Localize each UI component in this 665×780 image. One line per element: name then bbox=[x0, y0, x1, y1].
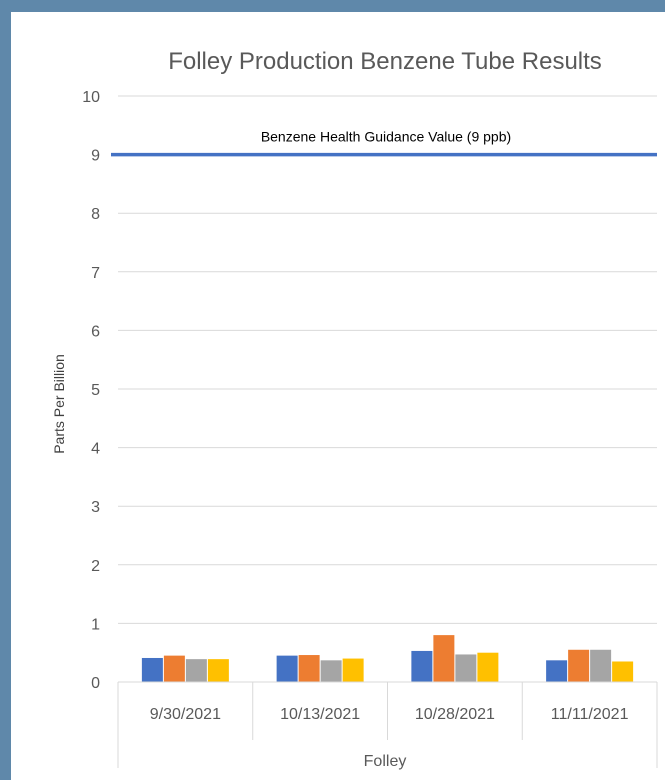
bar bbox=[590, 649, 612, 682]
y-tick-label: 3 bbox=[91, 499, 100, 516]
x-group-label: Folley bbox=[364, 753, 407, 770]
y-tick-label: 9 bbox=[91, 148, 100, 165]
y-tick-label: 1 bbox=[91, 616, 100, 633]
bar bbox=[342, 658, 364, 682]
bar bbox=[320, 660, 342, 682]
y-tick-label: 4 bbox=[91, 441, 100, 458]
chart-title: Folley Production Benzene Tube Results bbox=[168, 48, 602, 75]
bar bbox=[411, 650, 433, 682]
bar bbox=[455, 654, 477, 682]
chart-svg: Folley Production Benzene Tube Results 0… bbox=[51, 48, 658, 770]
y-tick-label: 6 bbox=[91, 323, 100, 340]
bar bbox=[163, 655, 185, 682]
guidance-line-group: Benzene Health Guidance Value (9 ppb) bbox=[111, 129, 657, 157]
x-tick-label: 10/28/2021 bbox=[415, 706, 495, 723]
y-tick-label: 2 bbox=[91, 558, 100, 575]
y-tick-label: 7 bbox=[91, 265, 100, 282]
bars bbox=[141, 635, 634, 682]
bar bbox=[207, 659, 229, 682]
x-tick-label: 9/30/2021 bbox=[150, 706, 221, 723]
bar bbox=[612, 661, 634, 682]
y-axis-ticks: 0 1 2 3 4 5 6 7 8 9 10 bbox=[82, 89, 100, 692]
x-tick-label: 11/11/2021 bbox=[551, 706, 629, 723]
bar bbox=[298, 655, 320, 682]
bar bbox=[276, 655, 298, 682]
x-tick-label: 10/13/2021 bbox=[280, 706, 360, 723]
bar bbox=[141, 657, 163, 682]
guidance-line-label: Benzene Health Guidance Value (9 ppb) bbox=[261, 129, 511, 145]
bar bbox=[477, 652, 499, 682]
bar bbox=[185, 659, 207, 682]
y-tick-label: 5 bbox=[91, 382, 100, 399]
y-axis-label: Parts Per Billion bbox=[51, 354, 67, 454]
y-tick-label: 0 bbox=[91, 675, 100, 692]
chart-panel: Folley Production Benzene Tube Results 0… bbox=[11, 12, 665, 780]
y-tick-label: 8 bbox=[91, 206, 100, 223]
y-tick-label: 10 bbox=[82, 89, 100, 106]
bar bbox=[433, 635, 455, 682]
gridlines bbox=[118, 95, 657, 624]
bar bbox=[546, 660, 568, 682]
bar bbox=[568, 649, 590, 682]
x-axis: 9/30/2021 10/13/2021 10/28/2021 11/11/2021 bbox=[117, 681, 658, 768]
